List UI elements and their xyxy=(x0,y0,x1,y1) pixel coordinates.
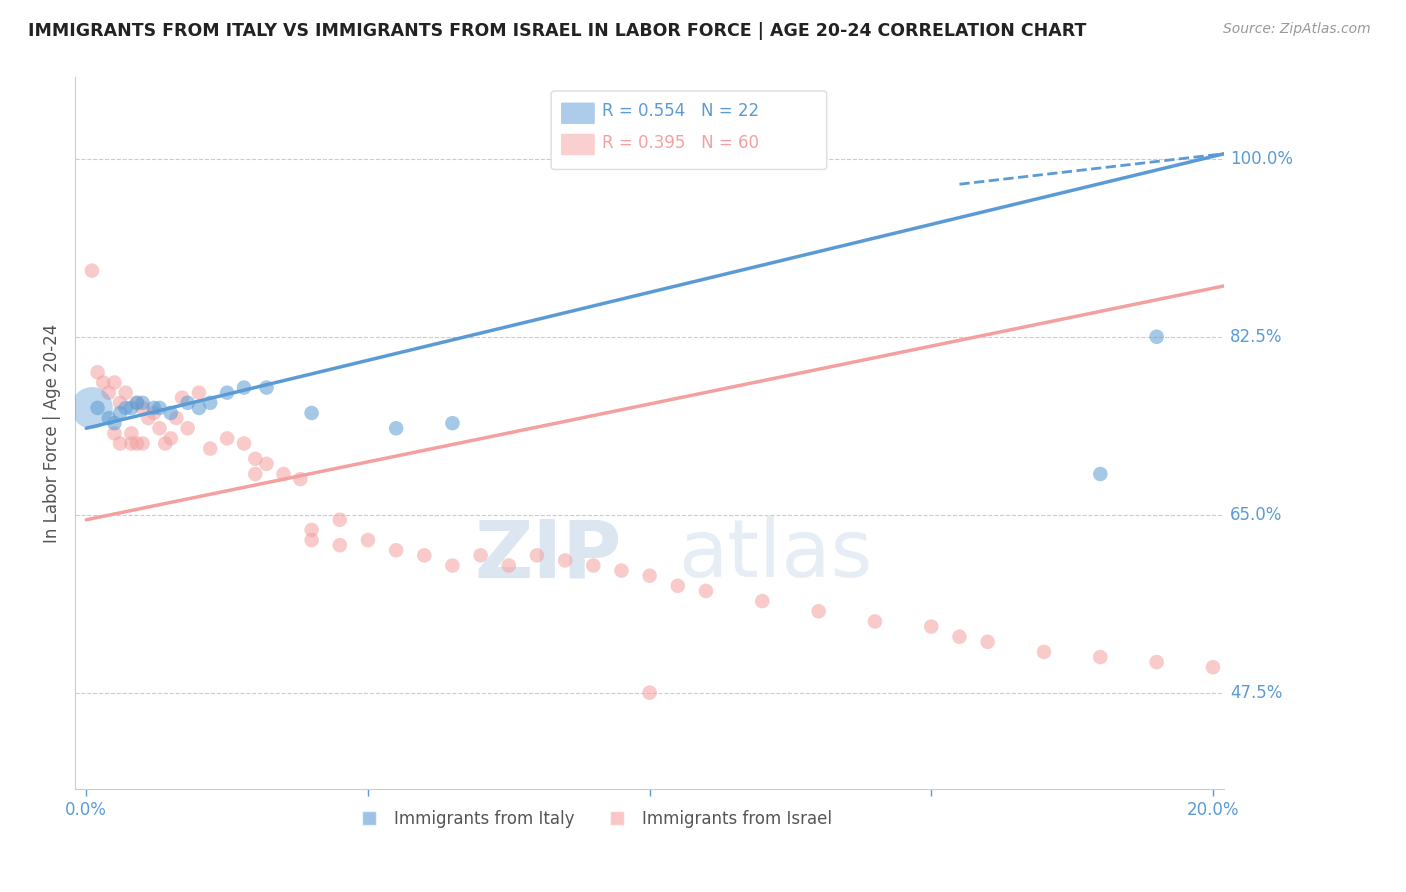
Point xyxy=(108,436,131,450)
Point xyxy=(91,376,114,390)
Point xyxy=(103,376,125,390)
Point xyxy=(301,533,323,547)
Point xyxy=(498,558,520,573)
Point xyxy=(80,401,103,415)
Point xyxy=(290,472,312,486)
Point xyxy=(200,396,222,410)
Point xyxy=(554,553,576,567)
Point xyxy=(170,391,193,405)
Point xyxy=(863,615,886,629)
Point xyxy=(357,533,380,547)
Point xyxy=(142,406,165,420)
Point xyxy=(108,396,131,410)
Text: 47.5%: 47.5% xyxy=(1230,683,1282,702)
Point xyxy=(948,630,970,644)
Point xyxy=(148,421,170,435)
Point xyxy=(610,564,633,578)
Point xyxy=(176,396,198,410)
Point xyxy=(120,426,142,441)
Point xyxy=(120,436,142,450)
Point xyxy=(131,436,153,450)
Point xyxy=(103,426,125,441)
Point xyxy=(217,431,239,445)
Point xyxy=(976,634,998,648)
Point xyxy=(131,401,153,415)
Point xyxy=(176,421,198,435)
Point xyxy=(165,411,187,425)
Point xyxy=(1146,655,1168,669)
Point xyxy=(114,385,136,400)
Point xyxy=(245,451,267,466)
Point xyxy=(136,411,159,425)
Point xyxy=(441,558,464,573)
Point xyxy=(114,401,136,415)
Point xyxy=(751,594,773,608)
Point xyxy=(125,436,148,450)
Point xyxy=(200,442,222,456)
Point xyxy=(97,411,120,425)
Point xyxy=(131,396,153,410)
Point xyxy=(245,467,267,481)
Point xyxy=(80,263,103,277)
Point xyxy=(86,401,108,415)
Point xyxy=(103,416,125,430)
Point xyxy=(1090,467,1112,481)
Point xyxy=(217,385,239,400)
Point xyxy=(638,568,661,582)
Point xyxy=(329,538,352,552)
Legend: Immigrants from Italy, Immigrants from Israel: Immigrants from Italy, Immigrants from I… xyxy=(346,803,838,834)
Point xyxy=(1202,660,1225,674)
Point xyxy=(120,401,142,415)
Point xyxy=(97,385,120,400)
Point xyxy=(256,457,278,471)
Text: atlas: atlas xyxy=(678,516,872,594)
Point xyxy=(108,406,131,420)
Text: 65.0%: 65.0% xyxy=(1230,506,1282,524)
Point xyxy=(159,406,181,420)
Point xyxy=(1146,330,1168,344)
Point xyxy=(329,513,352,527)
Point xyxy=(187,385,209,400)
Point xyxy=(470,549,492,563)
Text: R = 0.395   N = 60: R = 0.395 N = 60 xyxy=(602,134,759,152)
Point xyxy=(920,619,942,633)
Point xyxy=(582,558,605,573)
Point xyxy=(301,523,323,537)
Point xyxy=(273,467,295,481)
Point xyxy=(142,401,165,415)
Text: ZIP: ZIP xyxy=(474,516,621,594)
Y-axis label: In Labor Force | Age 20-24: In Labor Force | Age 20-24 xyxy=(44,324,60,543)
Text: 100.0%: 100.0% xyxy=(1230,150,1294,168)
Point xyxy=(86,365,108,379)
Point xyxy=(233,380,256,394)
Point xyxy=(413,549,436,563)
Point xyxy=(526,549,548,563)
Point xyxy=(385,543,408,558)
Point xyxy=(695,583,717,598)
Point xyxy=(807,604,830,618)
Point xyxy=(1090,650,1112,665)
Text: R = 0.554   N = 22: R = 0.554 N = 22 xyxy=(602,103,759,120)
Point xyxy=(125,396,148,410)
Point xyxy=(1033,645,1056,659)
Point xyxy=(301,406,323,420)
Point xyxy=(153,436,176,450)
Point xyxy=(441,416,464,430)
Text: Source: ZipAtlas.com: Source: ZipAtlas.com xyxy=(1223,22,1371,37)
Text: 82.5%: 82.5% xyxy=(1230,327,1282,346)
Point xyxy=(256,380,278,394)
Point xyxy=(666,579,689,593)
Point xyxy=(233,436,256,450)
Point xyxy=(125,396,148,410)
Point xyxy=(159,431,181,445)
Point xyxy=(148,401,170,415)
Point xyxy=(187,401,209,415)
Text: IMMIGRANTS FROM ITALY VS IMMIGRANTS FROM ISRAEL IN LABOR FORCE | AGE 20-24 CORRE: IMMIGRANTS FROM ITALY VS IMMIGRANTS FROM… xyxy=(28,22,1087,40)
Point xyxy=(385,421,408,435)
Point xyxy=(638,685,661,699)
